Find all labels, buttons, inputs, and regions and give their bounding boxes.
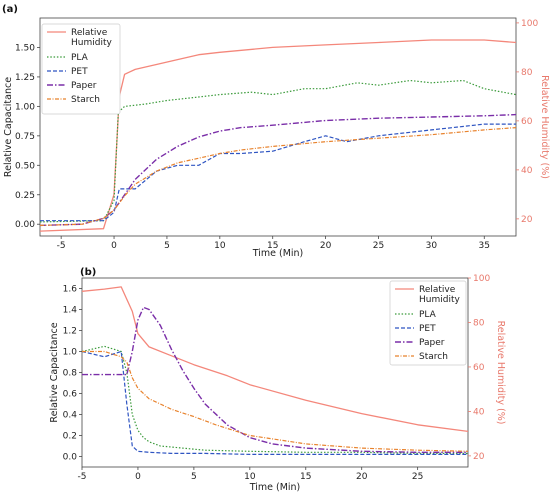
panel-label: (a) <box>2 4 18 15</box>
series-line-pet <box>40 123 516 222</box>
y-tick-label: 1.4 <box>63 306 78 316</box>
x-tick-label: 10 <box>244 472 256 482</box>
x-tick-label: 35 <box>479 241 490 251</box>
x-tick-label: 10 <box>214 241 226 251</box>
x-axis-label: Time (Min) <box>252 248 304 259</box>
y2-tick-label: 20 <box>473 452 485 462</box>
x-tick-label: 30 <box>426 241 438 251</box>
y2-tick-label: 20 <box>521 215 533 225</box>
y-tick-label: 0.50 <box>15 161 35 171</box>
chart-panel-b: -5 0 5 10 15 20 25 0.0 0.2 0.4 0.6 0.8 1.0 1.2 1.4 1.6 2… <box>49 267 506 493</box>
legend-box <box>389 280 467 366</box>
series-line-paper <box>40 113 516 227</box>
legend-box <box>41 23 121 115</box>
legend-label: Starch <box>71 95 100 105</box>
legend-label: PLA <box>71 53 89 63</box>
y2-tick-label: 100 <box>521 19 538 29</box>
series-line-starch <box>40 127 516 226</box>
legend-label: Relative <box>419 285 456 295</box>
chart-panel-a: -5 0 5 10 15 20 25 30 35 0.00 0.25 0.50 0.75 1.00 1.25… <box>2 4 550 259</box>
y-tick-label: 1.2 <box>63 327 77 337</box>
x-tick-label: 5 <box>191 472 197 482</box>
y-tick-label: 0.8 <box>63 369 78 379</box>
y2-axis-label: Relative Humidity (%) <box>539 75 550 179</box>
y-tick-label: 0.0 <box>63 453 78 463</box>
series-line-relative-humidity <box>40 39 516 232</box>
panel-label: (b) <box>80 267 96 278</box>
y2-tick-label: 40 <box>473 407 485 417</box>
y2-tick-label: 80 <box>473 318 485 328</box>
x-tick-label: 0 <box>135 472 141 482</box>
y-axis-label: Relative Capacitance <box>49 322 60 422</box>
legend-label: PET <box>419 324 436 334</box>
y-tick-label: 1.25 <box>15 73 35 83</box>
y2-tick-label: 100 <box>473 274 490 284</box>
legend-label: PET <box>71 67 88 77</box>
x-tick-label: -5 <box>57 241 66 251</box>
legend-label: Relative <box>71 28 108 38</box>
series-line-starch <box>82 350 468 452</box>
y2-tick-label: 60 <box>473 363 485 373</box>
y-tick-label: 0.6 <box>63 390 78 400</box>
y-tick-label: 0.00 <box>15 220 35 230</box>
y-tick-label: 0.25 <box>15 191 35 201</box>
y2-tick-label: 40 <box>521 166 533 176</box>
y-tick-label: 0.4 <box>63 411 78 421</box>
y-axis-label: Relative Capacitance <box>3 77 14 177</box>
series-line-relative-humidity <box>82 286 468 433</box>
x-tick-label: 15 <box>267 241 278 251</box>
legend-label: Humidity <box>419 295 460 305</box>
y-tick-label: 1.50 <box>15 43 35 53</box>
y2-tick-label: 60 <box>521 117 533 127</box>
y-tick-label: 0.75 <box>15 132 35 142</box>
x-axis-label: Time (Min) <box>249 482 301 493</box>
y-tick-label: 0.2 <box>63 432 77 442</box>
legend-label: PLA <box>419 310 437 320</box>
y2-axis-label: Relative Humidity (%) <box>495 321 506 425</box>
plot-frame <box>39 17 517 237</box>
legend-label: Humidity <box>71 38 112 48</box>
x-tick-label: 25 <box>412 472 423 482</box>
legend-label: Paper <box>71 81 97 91</box>
x-tick-label: 15 <box>300 472 311 482</box>
x-tick-label: 5 <box>164 241 170 251</box>
y-tick-label: 1.0 <box>63 348 78 358</box>
x-tick-label: 0 <box>111 241 117 251</box>
series-line-pet <box>82 350 468 455</box>
legend-label: Starch <box>419 352 448 362</box>
x-tick-label: 25 <box>373 241 384 251</box>
y-tick-label: 1.6 <box>63 285 78 295</box>
y-tick-label: 1.00 <box>15 102 35 112</box>
legend-label: Paper <box>419 338 445 348</box>
x-tick-label: 20 <box>320 241 332 251</box>
x-tick-label: -5 <box>78 472 87 482</box>
y2-tick-label: 80 <box>521 68 533 78</box>
x-tick-label: 20 <box>356 472 368 482</box>
series-group <box>82 286 468 455</box>
